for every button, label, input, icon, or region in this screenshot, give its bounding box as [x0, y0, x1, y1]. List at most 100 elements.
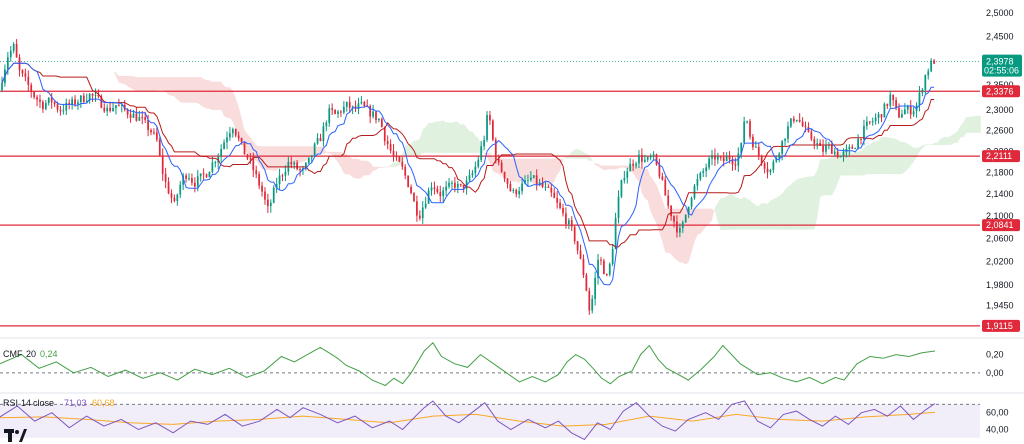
cmf-pane[interactable]: CMF 20 0,24 0,20 0,00 [0, 342, 1004, 387]
cmf-tick-label: 0,00 [986, 368, 1004, 378]
cloud-segment [408, 143, 412, 157]
rsi-name: RSI [3, 398, 18, 408]
tradingview-logo-icon[interactable] [4, 429, 27, 442]
candle-body [246, 154, 249, 159]
cmf-name: CMF [3, 349, 23, 359]
candle-body [161, 155, 164, 174]
candle-body [363, 102, 366, 107]
cloud-segment [162, 77, 166, 92]
price-tick-label: 1,9800 [986, 280, 1014, 290]
candle-body [491, 120, 494, 140]
candle-body [746, 121, 748, 123]
candle-body [754, 146, 757, 148]
cmf-tick-label: 0,20 [986, 350, 1004, 360]
candle-body [71, 99, 74, 105]
cloud-segment [641, 168, 645, 199]
candle-body [30, 85, 33, 92]
current-price-tag: 2,3978 02:55:06 [982, 54, 1022, 77]
candle-body [740, 142, 743, 154]
candle-body [436, 188, 439, 192]
cloud-segment [165, 77, 169, 95]
rsi-pane[interactable]: RSI 14 close 71,03 60,68 60,00 40,00 [0, 398, 1009, 441]
cloud-segment [855, 151, 859, 176]
candle-body [576, 241, 579, 251]
candle-body [214, 162, 217, 164]
candle-body [795, 119, 798, 122]
cloud-segment [615, 165, 619, 170]
rsi-legend[interactable]: RSI 14 close 71,03 60,68 [3, 398, 115, 408]
candle-body [334, 109, 336, 114]
candle-body [191, 178, 193, 183]
candle-body [348, 101, 351, 108]
cloud-segment [583, 151, 587, 159]
candle-body [272, 187, 275, 203]
cloud-segment [820, 159, 824, 198]
candle-body [652, 154, 655, 157]
candle-body [62, 110, 65, 112]
cloud-segment [323, 147, 327, 155]
candle-body [304, 162, 307, 169]
candle-body [617, 196, 620, 219]
candle-body [24, 73, 27, 77]
cloud-segment [364, 160, 368, 176]
cloud-segment [305, 146, 309, 161]
candle-body [719, 156, 722, 158]
candle-body [658, 164, 661, 177]
cloud-segment [218, 81, 222, 111]
candle-body [456, 183, 459, 188]
cloud-segment [881, 136, 885, 175]
price-pane[interactable]: 2,50002,45002,35002,30002,26002,22002,18… [0, 8, 1022, 332]
candle-body [734, 164, 737, 166]
cloud-segment [776, 195, 780, 230]
cloud-segment [358, 158, 362, 179]
cloud-segment [969, 116, 973, 133]
cloud-segment [115, 72, 119, 83]
cloud-segment [454, 121, 458, 153]
cloud-segment [460, 123, 464, 153]
level-tag-label: 2,2111 [986, 151, 1012, 161]
cloud-segment [764, 203, 768, 230]
cloud-segment [352, 158, 356, 179]
candle-body [673, 216, 675, 222]
cloud-segment [177, 77, 181, 103]
cloud-segment [475, 135, 479, 153]
rsi-tick-label: 40,00 [986, 424, 1009, 434]
cloud-segment [858, 150, 862, 176]
candle-body [328, 108, 331, 123]
cloud-segment [118, 75, 122, 84]
cloud-segment [361, 160, 365, 178]
candle-body [883, 103, 886, 118]
candle-body [705, 167, 708, 171]
cloud-segment [206, 80, 210, 109]
cloud-segment [159, 77, 163, 91]
candle-body [655, 154, 658, 165]
candle-body [44, 103, 47, 109]
current-price-label: 2,3978 [986, 57, 1014, 67]
cloud-segment [335, 151, 339, 163]
price-tick-label: 2,3000 [986, 105, 1014, 115]
cloud-segment [384, 166, 388, 168]
cmf-legend[interactable]: CMF 20 0,24 [3, 349, 58, 359]
cloud-segment [437, 121, 441, 153]
candle-body [638, 154, 640, 164]
candle-body [927, 71, 930, 76]
candle-body [351, 106, 354, 108]
cloud-segment [785, 186, 788, 230]
cloud-segment [270, 146, 274, 172]
candle-body [500, 162, 503, 172]
cloud-segment [422, 127, 426, 153]
candle-body [325, 122, 328, 127]
cloud-segment [755, 205, 759, 230]
candle-body [386, 141, 389, 145]
support-resistance-levels[interactable] [0, 90, 980, 327]
candle-body [933, 60, 935, 64]
cloud-segment [901, 141, 905, 175]
cloud-segment [741, 196, 745, 230]
candle-body [632, 163, 635, 166]
candle-body [597, 259, 599, 278]
candle-body [68, 102, 71, 105]
candle-body [646, 157, 649, 160]
price-tick-label: 1,9450 [986, 301, 1014, 311]
cloud-segment [308, 146, 312, 158]
